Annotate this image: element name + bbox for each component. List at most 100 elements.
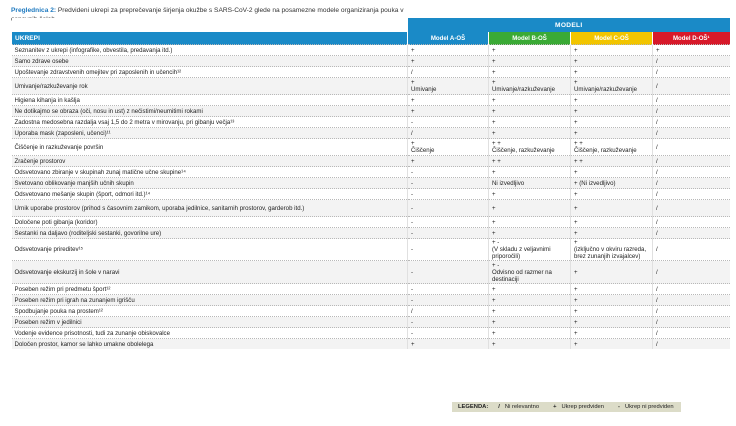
model-b-cell: + <box>488 116 571 128</box>
table-row: Higiena kihanja in kašlja + + + / <box>11 94 730 106</box>
table-row: Odsvetovano zbiranje v skupinah zunaj ma… <box>11 166 730 178</box>
measure-cell: Čiščenje in razkuževanje površin <box>11 138 408 156</box>
model-c-cell: + <box>570 66 653 78</box>
model-b-cell: + <box>488 199 571 217</box>
measure-cell: Odsvetovano mešanje skupin (šport, odmor… <box>11 188 408 200</box>
model-d-cell: / <box>651 138 730 156</box>
model-d-cell: / <box>651 127 730 139</box>
model-c-cell: + <box>570 199 653 217</box>
table-row: Določene poti gibanja (koridor) - + + / <box>11 216 730 228</box>
model-a-cell: - <box>407 199 489 217</box>
measures-table: MODELI UKREPI Model A-OŠ Model B-OŠ Mode… <box>11 18 730 349</box>
model-b-cell: + <box>488 44 571 56</box>
model-d-cell: / <box>651 66 730 78</box>
table-body: Seznanitev z ukrepi (infografike, obvest… <box>11 44 730 349</box>
table-row: Urnik uporabe prostorov (prihod s časovn… <box>11 199 730 217</box>
model-c-cell: + + <box>570 155 653 167</box>
model-d-cell: / <box>651 166 730 178</box>
model-d-header: Model D-OŠ¹ <box>651 32 730 45</box>
legend-text-not-planned: Ukrep ni predviden <box>624 404 674 410</box>
model-c-cell: + (Ni izvedljivo) <box>570 177 653 189</box>
legend-text-planned: Ukrep predviden <box>561 404 604 410</box>
model-d-cell: / <box>651 283 730 295</box>
model-d-cell: / <box>651 305 730 317</box>
model-d-cell: / <box>651 188 730 200</box>
table-row: Poseben režim pri igrah na zunanjem igri… <box>11 294 730 306</box>
model-c-cell: + <box>570 166 653 178</box>
legend-symbol-not-relevant: / <box>498 404 500 410</box>
table-row: Svetovano oblikovanje manjših učnih skup… <box>11 177 730 189</box>
model-c-cell: + (izključno v okviru razreda, brez zuna… <box>570 238 653 261</box>
blank-header-cell <box>11 18 408 32</box>
table-row: Upoštevanje zdravstvenih omejitev pri za… <box>11 66 730 78</box>
model-b-cell: + <box>488 55 571 67</box>
model-b-cell: + - (V skladu z veljavnimi priporočili) <box>488 238 571 261</box>
model-b-cell: + <box>488 305 571 317</box>
model-c-cell: + <box>570 55 653 67</box>
table-row: Ne dotikajmo se obraza (oči, nosu in ust… <box>11 105 730 117</box>
model-c-cell: + Umivanje/razkuževanje <box>570 77 653 95</box>
model-b-cell: + <box>488 316 571 328</box>
model-d-cell: / <box>651 55 730 67</box>
model-c-cell: + <box>570 260 653 284</box>
model-d-cell: / <box>651 316 730 328</box>
model-c-cell: + <box>570 283 653 295</box>
model-a-cell: + Umivanje <box>407 77 489 95</box>
model-a-cell: / <box>407 305 489 317</box>
model-a-header: Model A-OŠ <box>407 32 489 45</box>
table-row: Samo zdrave osebe + + + / <box>11 55 730 67</box>
model-b-cell: + + <box>488 155 571 167</box>
model-a-cell: + <box>407 94 489 106</box>
model-b-cell: + <box>488 216 571 228</box>
measure-cell: Samo zdrave osebe <box>11 55 408 67</box>
measure-cell: Odsvetovanje prireditev¹⁵ <box>11 238 408 261</box>
model-d-cell: / <box>651 77 730 95</box>
model-c-cell: + <box>570 44 653 56</box>
model-b-cell: + <box>488 283 571 295</box>
model-b-cell: + - Odvisno od razmer na destinaciji <box>488 260 571 284</box>
model-c-cell: + <box>570 316 653 328</box>
model-d-cell: / <box>651 260 730 284</box>
model-a-cell: - <box>407 238 489 261</box>
table-row: Zadostna medosebna razdalja vsaj 1,5 do … <box>11 116 730 128</box>
legend-text-not-relevant: Ni relevantno <box>504 404 540 410</box>
model-a-cell: - <box>407 327 489 339</box>
table-row: Odsvetovano mešanje skupin (šport, odmor… <box>11 188 730 200</box>
model-d-cell: / <box>651 216 730 228</box>
model-d-cell: / <box>651 116 730 128</box>
column-header-row: UKREPI Model A-OŠ Model B-OŠ Model C-OŠ … <box>11 32 730 45</box>
model-b-cell: + <box>488 105 571 117</box>
measure-cell: Odsvetovanje ekskurzij in šole v naravi <box>11 260 408 284</box>
measure-cell: Poseben režim pri predmetu šport¹² <box>11 283 408 295</box>
model-d-cell: / <box>651 294 730 306</box>
model-d-cell: / <box>651 227 730 239</box>
table-row: Umivanje/razkuževanje rok + Umivanje + Umi… <box>11 77 730 95</box>
caption-label: Preglednica 2: <box>11 7 57 14</box>
measure-cell: Upoštevanje zdravstvenih omejitev pri za… <box>11 66 408 78</box>
table-row: Določen prostor, kamor se lahko umakne o… <box>11 338 730 349</box>
model-a-cell: + <box>407 44 489 56</box>
model-a-cell: - <box>407 283 489 295</box>
table-row: Vodenje evidence prisotnosti, tudi za zu… <box>11 327 730 339</box>
model-a-cell: - <box>407 294 489 306</box>
measure-cell: Urnik uporabe prostorov (prihod s časovn… <box>11 199 408 217</box>
model-c-cell: + <box>570 127 653 139</box>
model-b-cell: + + Čiščenje, razkuževanje <box>488 138 571 156</box>
table-row: Čiščenje in razkuževanje površin + Čiščen… <box>11 138 730 156</box>
measure-cell: Vodenje evidence prisotnosti, tudi za zu… <box>11 327 408 339</box>
model-a-cell: + <box>407 338 489 349</box>
table-row: Odsvetovanje prireditev¹⁵ - + - (V skladu … <box>11 238 730 261</box>
model-b-cell: + <box>488 338 571 349</box>
model-b-header: Model B-OŠ <box>488 32 571 45</box>
model-a-cell: - <box>407 227 489 239</box>
model-b-cell: + <box>488 227 571 239</box>
model-a-cell: - <box>407 166 489 178</box>
measure-cell: Zračenje prostorov <box>11 155 408 167</box>
measure-cell: Spodbujanje pouka na prostem¹² <box>11 305 408 317</box>
measure-cell: Svetovano oblikovanje manjših učnih skup… <box>11 177 408 189</box>
model-a-cell: + <box>407 155 489 167</box>
model-b-cell: Ni izvedljivo <box>488 177 571 189</box>
model-b-cell: + <box>488 188 571 200</box>
model-c-cell: + <box>570 227 653 239</box>
